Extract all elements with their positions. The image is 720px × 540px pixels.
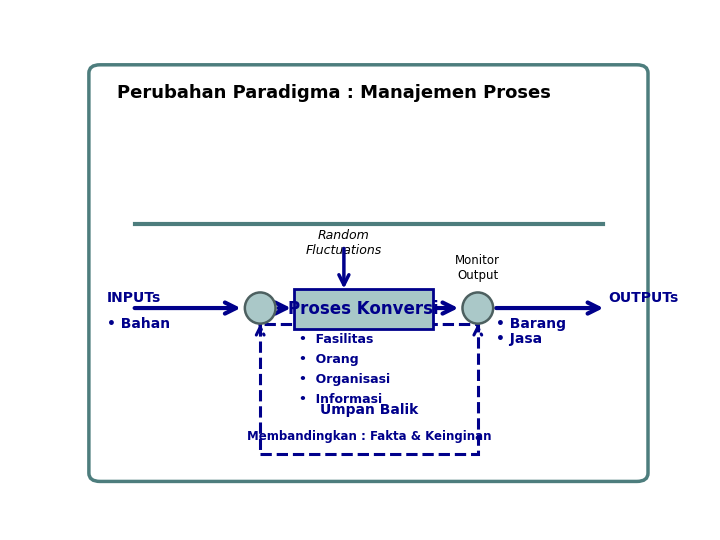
Text: •  Organisasi: • Organisasi [300,373,390,386]
Text: Random
Fluctuations: Random Fluctuations [306,229,382,257]
Text: •  Fasilitas: • Fasilitas [300,333,374,346]
Text: Perubahan Paradigma : Manajemen Proses: Perubahan Paradigma : Manajemen Proses [117,84,551,102]
Text: •  Orang: • Orang [300,353,359,366]
Text: • Jasa: • Jasa [496,332,542,346]
Ellipse shape [245,293,276,323]
Text: OUTPUTs: OUTPUTs [608,291,678,305]
Text: • Bahan: • Bahan [107,317,170,331]
Ellipse shape [462,293,493,323]
Text: INPUTs: INPUTs [107,291,161,305]
Text: •  Informasi: • Informasi [300,393,382,406]
FancyBboxPatch shape [89,65,648,482]
Text: Membandingkan : Fakta & Keinginan: Membandingkan : Fakta & Keinginan [247,430,491,443]
Text: Proses Konversi: Proses Konversi [288,300,438,318]
FancyBboxPatch shape [294,289,433,329]
Text: Monitor
Output: Monitor Output [455,254,500,282]
Text: Umpan Balik: Umpan Balik [320,403,418,417]
Text: • Barang: • Barang [496,317,566,331]
